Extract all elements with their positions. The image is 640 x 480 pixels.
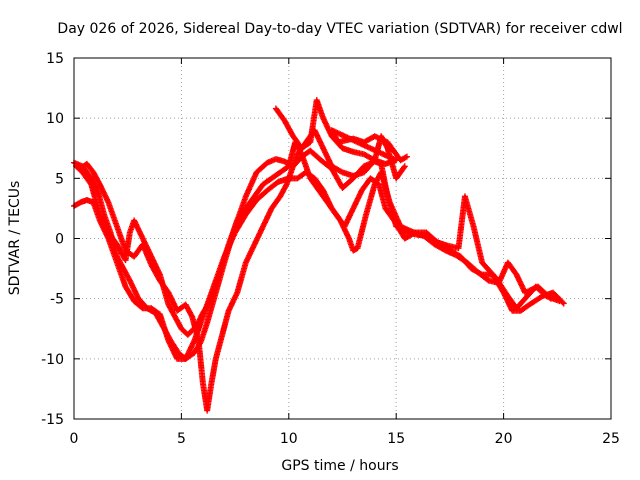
data-point bbox=[559, 299, 566, 306]
data-point bbox=[546, 294, 553, 301]
x-tick-label: 0 bbox=[70, 431, 79, 447]
data-point bbox=[402, 154, 409, 161]
x-axis-label: GPS time / hours bbox=[281, 458, 398, 474]
y-tick-label: -15 bbox=[41, 412, 64, 428]
x-tick-label: 10 bbox=[280, 431, 298, 447]
x-tick-label: 5 bbox=[177, 431, 186, 447]
grid bbox=[74, 58, 611, 419]
data-point bbox=[400, 164, 407, 171]
data-point bbox=[87, 180, 94, 187]
data-point bbox=[401, 163, 408, 170]
series-track-3 bbox=[73, 139, 554, 338]
axis-ticks: 0 5 10 15 20 25 -15 -10 -5 0 5 10 15 bbox=[41, 51, 620, 447]
series-track-4 bbox=[77, 127, 408, 414]
y-tick-label: -10 bbox=[41, 352, 64, 368]
y-tick-label: 10 bbox=[46, 111, 64, 127]
y-axis-label: SDTVAR / TECUs bbox=[7, 181, 23, 296]
data-point bbox=[547, 295, 554, 302]
data-points bbox=[71, 97, 567, 414]
series-track-5 bbox=[272, 97, 410, 167]
data-point bbox=[556, 298, 563, 305]
x-tick-label: 20 bbox=[495, 431, 513, 447]
y-tick-label: 5 bbox=[55, 171, 64, 187]
data-point bbox=[560, 300, 567, 307]
data-point bbox=[484, 276, 491, 283]
y-tick-label: -5 bbox=[50, 292, 64, 308]
x-tick-label: 25 bbox=[602, 431, 620, 447]
y-tick-label: 15 bbox=[46, 51, 64, 67]
x-tick-label: 15 bbox=[387, 431, 405, 447]
y-tick-label: 0 bbox=[55, 232, 64, 248]
data-point bbox=[403, 153, 410, 160]
chart-title: Day 026 of 2026, Sidereal Day-to-day VTE… bbox=[57, 21, 622, 37]
